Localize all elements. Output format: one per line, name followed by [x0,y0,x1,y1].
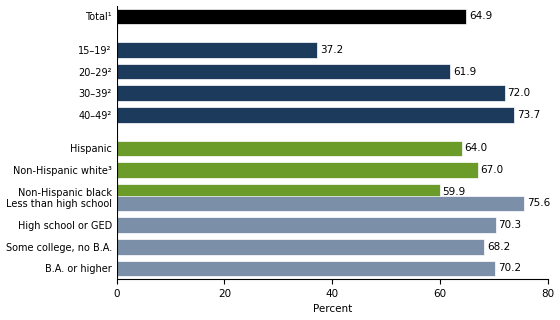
Text: 37.2: 37.2 [320,45,343,55]
Bar [116,239,484,254]
Bar [116,85,505,101]
Text: 64.0: 64.0 [464,143,487,153]
Bar [116,162,478,178]
Bar [116,184,440,199]
Text: 70.3: 70.3 [498,220,521,230]
Bar [116,42,317,58]
Text: 64.9: 64.9 [469,12,492,21]
Text: 68.2: 68.2 [487,242,510,252]
Bar [116,140,461,156]
Text: 72.0: 72.0 [507,88,530,98]
Text: 59.9: 59.9 [442,187,465,196]
Bar [116,260,495,276]
Bar [116,217,496,233]
Text: 75.6: 75.6 [527,198,550,208]
Bar [116,9,466,24]
Text: 67.0: 67.0 [480,165,503,175]
Text: 61.9: 61.9 [453,67,476,76]
Bar [116,64,450,79]
X-axis label: Percent: Percent [312,304,352,315]
Bar [116,107,514,123]
Bar [116,196,524,211]
Text: 73.7: 73.7 [517,110,540,120]
Text: 70.2: 70.2 [498,263,521,273]
